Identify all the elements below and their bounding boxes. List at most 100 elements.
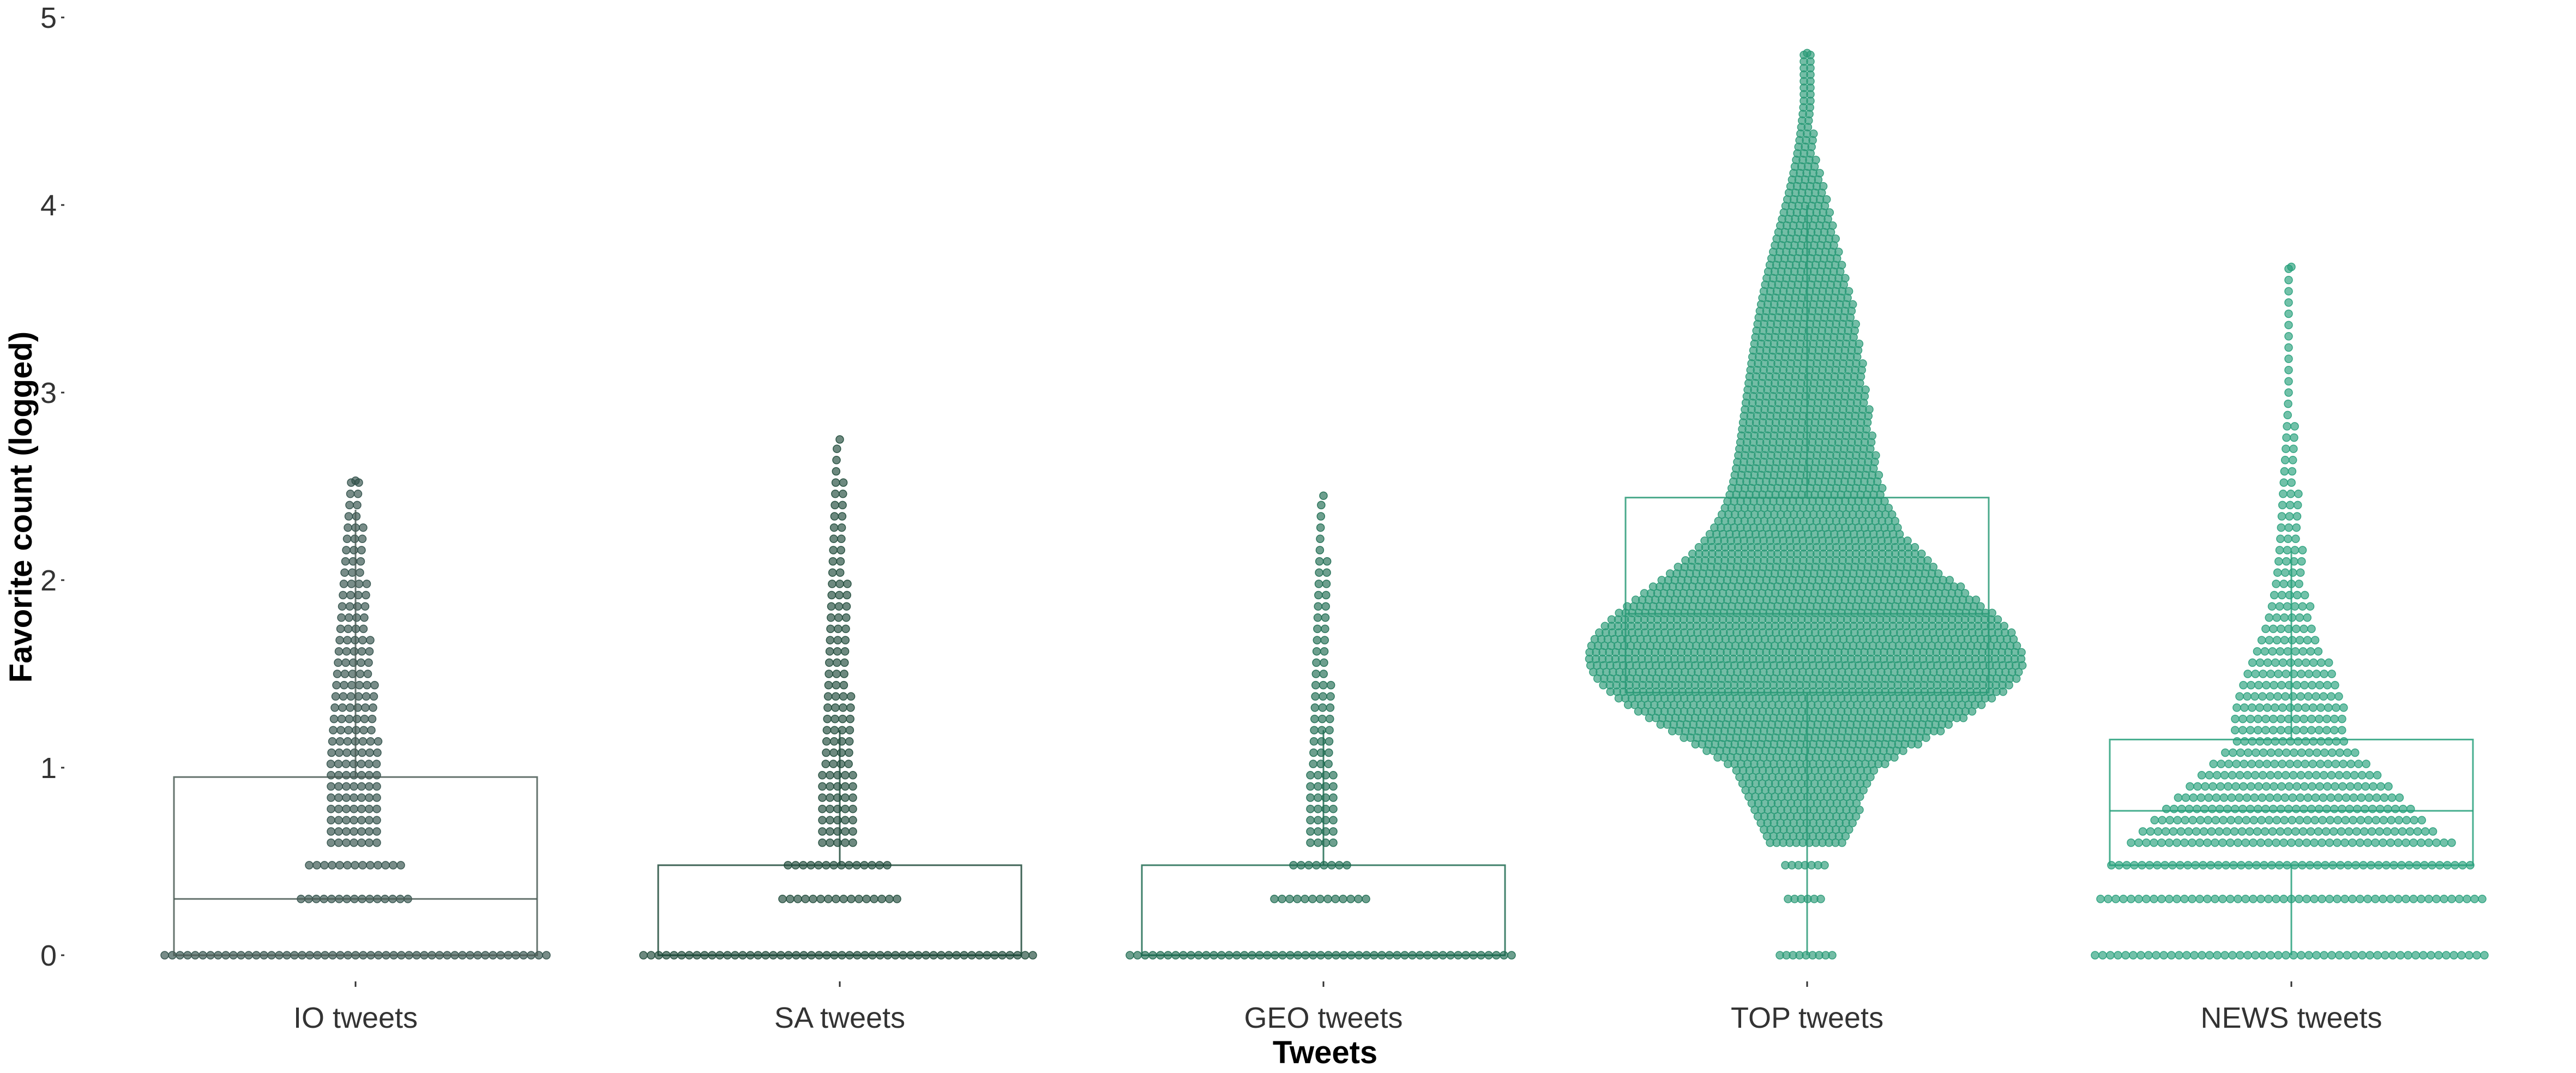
data-point bbox=[831, 703, 840, 712]
data-point bbox=[818, 793, 827, 802]
data-point bbox=[2098, 951, 2107, 960]
data-point bbox=[834, 613, 843, 622]
data-point bbox=[1321, 613, 1330, 622]
data-point bbox=[2282, 557, 2291, 566]
data-point bbox=[877, 895, 886, 903]
data-point bbox=[368, 714, 377, 724]
data-point bbox=[347, 580, 356, 588]
data-point bbox=[2272, 580, 2280, 588]
data-point bbox=[1319, 680, 1328, 690]
data-point bbox=[844, 759, 853, 768]
data-point bbox=[2274, 557, 2283, 566]
data-point bbox=[2134, 838, 2143, 847]
data-point bbox=[2277, 680, 2286, 690]
data-point bbox=[826, 804, 834, 813]
data-point bbox=[831, 692, 840, 701]
data-point bbox=[826, 624, 835, 634]
data-point bbox=[841, 827, 850, 836]
data-point bbox=[2280, 793, 2290, 802]
data-point bbox=[357, 658, 365, 667]
data-point bbox=[786, 895, 795, 903]
data-point bbox=[1021, 951, 1030, 960]
data-point bbox=[339, 590, 347, 600]
data-point bbox=[344, 512, 353, 521]
data-point bbox=[1865, 405, 1874, 414]
data-point bbox=[2322, 714, 2331, 724]
data-point bbox=[2265, 816, 2273, 825]
data-point bbox=[839, 478, 848, 487]
data-point bbox=[359, 726, 368, 734]
data-point bbox=[829, 759, 838, 768]
data-point bbox=[2291, 647, 2300, 656]
data-point bbox=[2349, 793, 2358, 802]
data-point bbox=[2360, 827, 2369, 836]
data-point bbox=[1855, 339, 1864, 348]
data-point bbox=[363, 680, 371, 690]
data-point bbox=[1320, 658, 1328, 667]
data-point bbox=[2304, 670, 2313, 678]
data-point bbox=[2277, 624, 2285, 634]
data-point bbox=[2325, 895, 2334, 903]
data-point bbox=[2246, 726, 2255, 734]
data-point bbox=[2387, 816, 2396, 825]
data-point bbox=[1319, 692, 1327, 701]
data-point bbox=[2234, 816, 2243, 825]
data-point bbox=[2318, 895, 2326, 903]
data-point bbox=[358, 636, 367, 644]
data-point bbox=[359, 624, 368, 634]
data-point bbox=[1329, 804, 1338, 813]
data-point bbox=[1301, 895, 1309, 903]
data-point bbox=[2324, 658, 2333, 667]
data-point bbox=[2313, 748, 2321, 757]
data-point bbox=[2284, 321, 2293, 329]
data-point bbox=[2284, 534, 2292, 544]
data-point bbox=[2189, 793, 2198, 802]
x-tick-label: NEWS tweets bbox=[2200, 1002, 2382, 1034]
data-point bbox=[2269, 726, 2278, 734]
data-point bbox=[2255, 759, 2264, 768]
data-point bbox=[335, 748, 344, 757]
data-point bbox=[2255, 703, 2264, 712]
data-point bbox=[2284, 298, 2293, 307]
data-point bbox=[822, 726, 832, 734]
data-point bbox=[2294, 490, 2303, 498]
data-point bbox=[1923, 556, 1932, 565]
data-point bbox=[2344, 827, 2354, 836]
data-point bbox=[339, 692, 348, 701]
data-point bbox=[832, 895, 840, 903]
data-point bbox=[373, 748, 382, 757]
data-point bbox=[2465, 951, 2473, 960]
data-point bbox=[2263, 658, 2272, 667]
data-point bbox=[2157, 895, 2166, 903]
data-point bbox=[2265, 793, 2274, 802]
data-point bbox=[2382, 827, 2392, 836]
data-point bbox=[2284, 343, 2293, 352]
data-point bbox=[840, 647, 850, 656]
data-point bbox=[2341, 816, 2350, 825]
data-point bbox=[346, 692, 356, 701]
data-point bbox=[2384, 782, 2393, 791]
data-point bbox=[1314, 771, 1322, 780]
data-point bbox=[355, 680, 364, 690]
data-point bbox=[1809, 129, 1818, 138]
data-point bbox=[350, 782, 358, 791]
data-point bbox=[2331, 782, 2339, 791]
data-point bbox=[2319, 793, 2328, 802]
data-point bbox=[1306, 838, 1315, 847]
data-point bbox=[2295, 580, 2303, 588]
data-point bbox=[835, 580, 844, 588]
data-point bbox=[1315, 546, 1325, 554]
data-point bbox=[1507, 951, 1516, 960]
data-point bbox=[1858, 359, 1867, 368]
data-point bbox=[825, 658, 834, 667]
data-point bbox=[1316, 534, 1325, 544]
data-point bbox=[2329, 827, 2338, 836]
data-point bbox=[2321, 827, 2331, 836]
data-point bbox=[350, 793, 358, 802]
data-point bbox=[2396, 951, 2405, 960]
data-point bbox=[334, 827, 343, 836]
data-point bbox=[818, 804, 827, 813]
box-iqr bbox=[1141, 864, 1506, 956]
data-point bbox=[832, 467, 841, 476]
